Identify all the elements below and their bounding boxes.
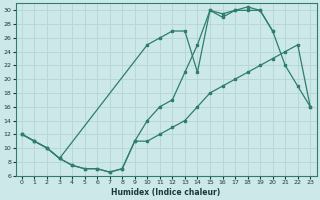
X-axis label: Humidex (Indice chaleur): Humidex (Indice chaleur): [111, 188, 221, 197]
